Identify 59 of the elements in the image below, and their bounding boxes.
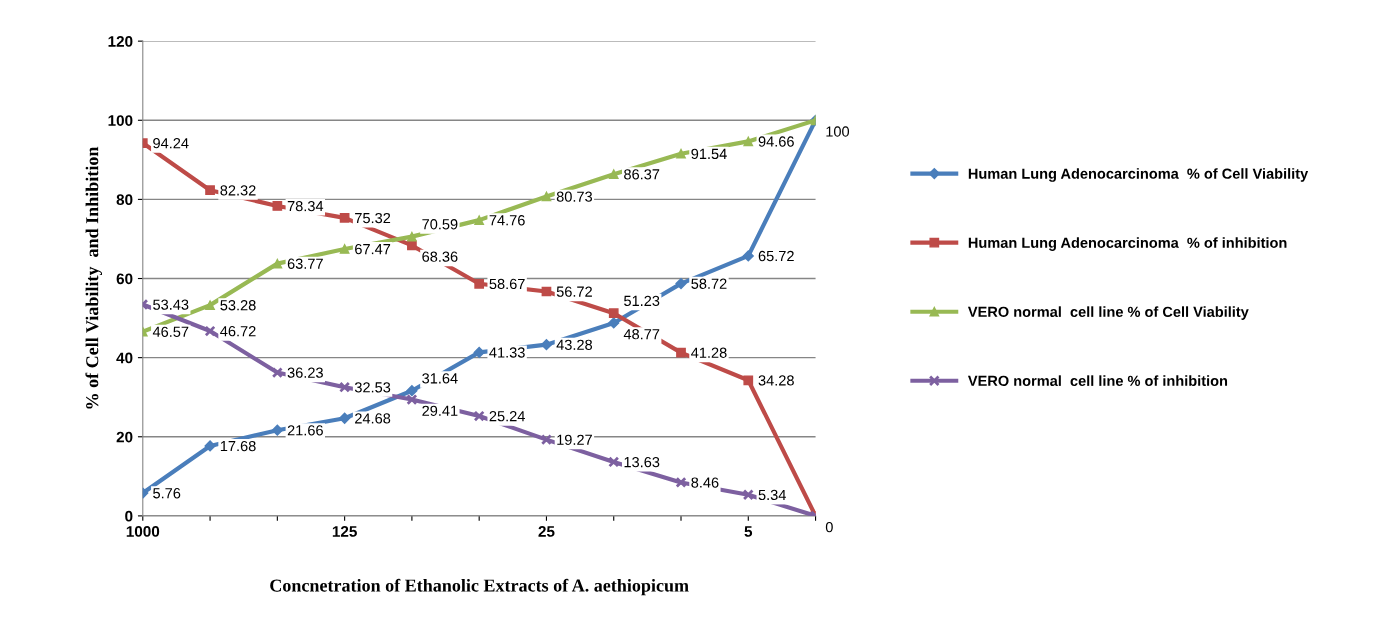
y-tick-label: 0: [125, 510, 133, 522]
data-label: 75.32: [355, 212, 391, 224]
legend-label: Human Lung Adenocarcinoma % of inhibition: [968, 237, 1287, 251]
data-label: 80.73: [556, 191, 593, 202]
y-tick-label: 80: [116, 194, 133, 206]
data-label: 82.32: [220, 185, 256, 196]
data-label: 58.72: [691, 278, 727, 289]
data-label: 46.72: [220, 326, 256, 337]
data-label: 36.23: [287, 367, 323, 378]
x-tick-label: 25: [538, 526, 555, 537]
data-label: 19.27: [557, 434, 592, 445]
data-label: 53.43: [153, 299, 189, 310]
x-tick-label: 125: [332, 526, 357, 537]
data-label: 29.41: [422, 405, 458, 416]
data-label: 0: [825, 521, 833, 533]
data-label: 86.37: [624, 169, 660, 180]
data-label: 68.36: [422, 251, 458, 262]
data-label: 5.76: [153, 488, 181, 499]
data-label: 100: [826, 126, 850, 137]
data-label: 5.34: [758, 489, 786, 501]
legend-label: VERO normal cell line % of Cell Viability: [967, 306, 1249, 320]
data-label: 21.66: [287, 425, 323, 436]
data-label: 48.77: [623, 329, 660, 340]
data-label: 78.34: [287, 200, 324, 212]
data-label: 65.72: [758, 250, 794, 262]
data-label: 70.59: [422, 219, 458, 230]
data-label: 13.63: [624, 456, 660, 468]
data-label: 24.68: [355, 413, 391, 424]
data-label: 53.28: [220, 300, 256, 311]
data-label: 46.57: [152, 326, 189, 337]
data-label: 94.66: [758, 136, 794, 147]
data-label: 31.64: [422, 373, 458, 384]
legend-label: Human Lung Adenocarcinoma % of Cell Viability: [968, 168, 1309, 182]
y-tick-label: 120: [108, 36, 133, 47]
data-label: 17.68: [220, 440, 256, 452]
data-label: 67.47: [355, 243, 391, 255]
data-label: 41.33: [489, 347, 525, 358]
y-tick-label: 100: [108, 115, 133, 126]
data-label: 74.76: [489, 215, 525, 226]
data-label: 63.77: [287, 258, 323, 269]
data-label: 8.46: [691, 477, 719, 488]
data-label: 94.24: [153, 138, 189, 149]
y-axis-title: % of Cell Viability and Inhibition: [85, 146, 103, 409]
y-tick-label: 60: [116, 273, 133, 285]
data-label: 34.28: [758, 375, 794, 386]
y-tick-label: 40: [116, 352, 133, 364]
data-label: 91.54: [691, 148, 727, 160]
data-label: 56.72: [556, 286, 592, 297]
x-tick-label: 1000: [126, 526, 160, 537]
data-label: 43.28: [556, 339, 593, 350]
data-label: 51.23: [624, 295, 660, 307]
legend-label: VERO normal cell line % of inhibition: [967, 375, 1228, 387]
data-label: 58.67: [489, 278, 525, 290]
x-tick-label: 5: [744, 526, 753, 537]
x-axis-title: Concnetration of Ethanolic Extracts of A. aethiopicum: [270, 578, 689, 596]
data-label: 32.53: [354, 382, 391, 393]
data-label: 25.24: [489, 411, 525, 422]
y-tick-label: 20: [116, 431, 133, 443]
data-label: 41.28: [691, 347, 727, 358]
